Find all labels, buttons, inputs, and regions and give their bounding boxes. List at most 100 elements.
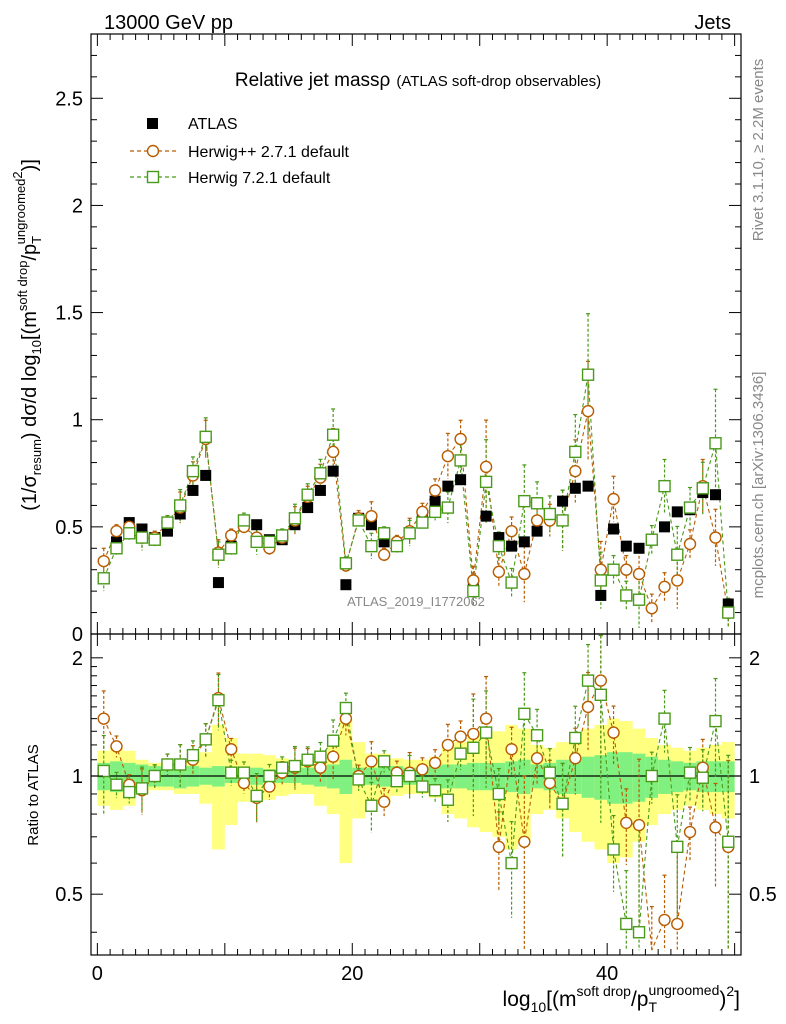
data-point-herwig7 — [518, 494, 531, 508]
ratio-point-herwig7 — [123, 785, 136, 799]
ratio-point-herwigpp — [377, 795, 391, 808]
ratio-line-herwig7 — [103, 679, 729, 934]
data-point-herwig7 — [250, 535, 263, 549]
ratio-point-herwig7 — [224, 766, 238, 779]
ratio-point-herwigpp — [594, 674, 608, 687]
ratio-y-tick-label-right: 1 — [749, 766, 760, 788]
data-point-herwig7 — [530, 497, 544, 510]
atlas-data-point — [187, 484, 199, 496]
x-axis-label: log10[(msoft drop/pTungroomed)2] — [503, 982, 740, 1015]
band-inner-bin — [581, 756, 595, 798]
atlas-data-point — [110, 536, 122, 548]
ratio-y-tick-label-right: 0.5 — [749, 884, 777, 906]
data-point-herwigpp — [492, 565, 506, 579]
y-tick-label: 2.5 — [55, 88, 83, 110]
ratio-point-herwig7 — [275, 761, 289, 774]
data-point-herwig7 — [620, 589, 633, 602]
band-inner-bin — [709, 761, 722, 793]
band-inner-bin — [619, 752, 633, 804]
legend-label-atlas: ATLAS — [188, 116, 238, 133]
atlas-data-point — [174, 508, 186, 520]
atlas-data-point — [633, 542, 645, 554]
ratio-point-herwig7 — [492, 787, 506, 801]
data-point-herwigpp — [645, 602, 658, 615]
ratio-line-herwigpp — [103, 678, 729, 951]
data-point-herwig7 — [581, 368, 595, 381]
ratio-point-herwig7 — [632, 926, 646, 939]
ratio-point-herwig7 — [467, 741, 480, 754]
ratio-point-herwig7 — [135, 782, 149, 795]
ratio-point-herwigpp — [620, 816, 633, 829]
band-inner-bin — [658, 759, 671, 794]
data-point-herwigpp — [671, 574, 684, 587]
data-point-herwig7 — [237, 514, 251, 527]
data-point-herwigpp — [326, 445, 340, 459]
upper-y-axis-label: (1/σresum) dσ/d log10[(msoft drop/pTungr… — [10, 159, 44, 511]
atlas-data-point — [671, 506, 683, 518]
legend-marker-atlas — [147, 118, 158, 129]
data-point-herwig7 — [556, 514, 569, 527]
ratio-point-herwigpp — [97, 712, 110, 725]
y-tick-label: 2 — [72, 195, 83, 217]
ratio-point-herwigpp — [530, 752, 544, 765]
ratio-y-tick-label: 2 — [72, 648, 83, 670]
data-point-herwig7 — [148, 533, 161, 546]
atlas-data-point — [659, 521, 671, 533]
atlas-data-point — [378, 536, 390, 548]
y-tick-label: 1 — [72, 410, 83, 432]
chart-title-text: Relative jet mass — [235, 70, 380, 91]
ratio-y-tick-label: 0.5 — [55, 884, 83, 906]
ratio-point-herwig7 — [696, 771, 709, 784]
ratio-point-herwig7 — [581, 674, 595, 687]
atlas-data-point — [136, 523, 148, 535]
x-tick-label: 0 — [92, 963, 103, 985]
atlas-data-point — [620, 540, 632, 552]
data-point-herwig7 — [722, 606, 735, 619]
data-point-herwig7 — [314, 467, 327, 480]
ratio-point-herwig7 — [212, 693, 225, 707]
atlas-data-point — [314, 484, 326, 496]
data-point-herwig7 — [632, 593, 646, 606]
atlas-data-point — [365, 519, 377, 531]
data-point-herwigpp — [505, 524, 518, 538]
series-lines — [103, 374, 729, 951]
ratio-point-herwigpp — [416, 763, 429, 776]
ratio-point-herwig7 — [301, 753, 314, 766]
data-point-herwig7 — [390, 539, 404, 553]
atlas-data-point — [161, 525, 173, 537]
ratio-point-herwig7 — [530, 729, 544, 742]
ratio-point-herwig7 — [428, 784, 442, 797]
ratio-point-herwigpp — [632, 818, 646, 832]
data-point-herwig7 — [365, 539, 378, 553]
atlas-data-point — [518, 536, 530, 548]
ratio-point-herwig7 — [352, 773, 365, 786]
data-point-herwig7 — [110, 542, 123, 555]
legend-marker-herwig7 — [146, 170, 160, 184]
atlas-data-point — [569, 482, 581, 494]
ratio-point-herwigpp — [518, 835, 531, 848]
ratio-point-herwigpp — [224, 743, 238, 756]
ratio-point-herwig7 — [377, 755, 391, 768]
data-point-herwigpp — [607, 492, 620, 506]
ratio-y-axis-label: Ratio to ATLAS — [25, 744, 42, 845]
ratio-point-herwig7 — [454, 747, 467, 760]
ratio-point-herwig7 — [709, 714, 722, 728]
data-point-herwig7 — [454, 454, 467, 467]
ratio-point-herwig7 — [365, 799, 378, 812]
ratio-point-herwig7 — [543, 766, 557, 779]
data-point-herwig7 — [377, 527, 391, 540]
y-tick-label: 0.5 — [55, 517, 83, 539]
ratio-point-herwig7 — [556, 797, 569, 810]
data-point-herwigpp — [709, 531, 722, 544]
series-line-herwigpp — [103, 411, 729, 613]
ratio-point-herwig7 — [658, 712, 671, 725]
atlas-data-point — [200, 469, 212, 481]
ratio-point-herwig7 — [594, 688, 608, 702]
ratio-point-herwigpp — [671, 917, 684, 931]
data-point-herwig7 — [161, 516, 174, 529]
atlas-data-point — [480, 510, 492, 522]
data-point-herwig7 — [505, 576, 518, 589]
ratio-point-herwig7 — [326, 734, 340, 747]
data-point-herwigpp — [97, 554, 110, 568]
